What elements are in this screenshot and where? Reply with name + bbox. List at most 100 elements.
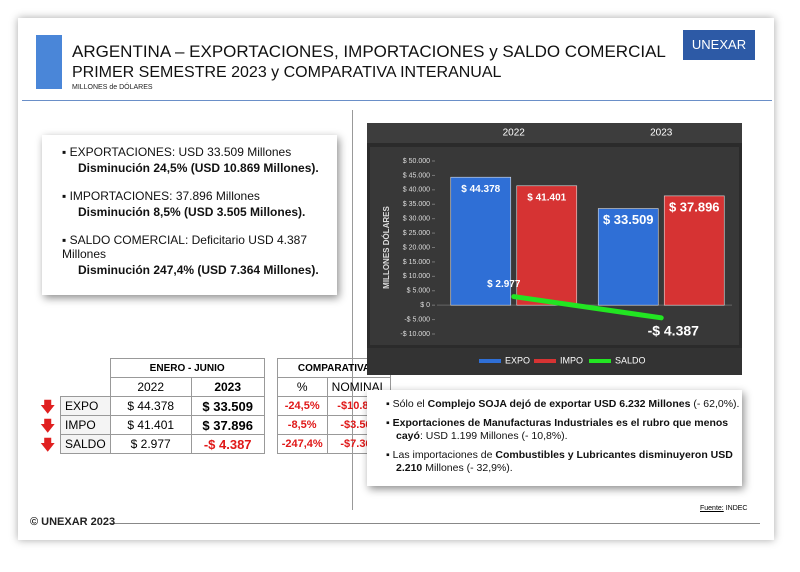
bullet-dot: ▪ <box>62 145 70 159</box>
note: ▪ Sólo el Complejo SOJA dejó de exportar… <box>382 398 742 411</box>
y-tick-label: $ 50.000 <box>403 158 430 165</box>
title: ARGENTINA – EXPORTACIONES, IMPORTACIONES… <box>72 42 666 61</box>
blank <box>61 359 111 378</box>
data-label: $ 2.977 <box>487 279 521 290</box>
footer-line <box>110 523 760 524</box>
bullet-detail: Disminución 8,5% (USD 3.505 Millones). <box>78 205 306 219</box>
note-text: : USD 1.199 Millones (- 10,8%). <box>419 430 568 442</box>
note: ▪ Exportaciones de Manufacturas Industri… <box>382 417 742 443</box>
data-label: $ 44.378 <box>461 184 500 195</box>
table-cell: IMPO <box>60 415 111 435</box>
y-tick-label: $ 40.000 <box>403 187 430 194</box>
divider <box>22 100 772 101</box>
gap <box>264 416 277 435</box>
y-tick-label: $ 45.000 <box>403 172 430 179</box>
bullet-dot: ▪ <box>386 449 393 461</box>
bar <box>597 208 659 306</box>
bullet-dot: ▪ <box>386 417 393 429</box>
down-arrow: 🡇 <box>40 418 56 435</box>
bullet: ▪ SALDO COMERCIAL: Deficitario USD 4.387… <box>62 233 337 277</box>
data-label: $ 33.509 <box>603 212 654 227</box>
table-cell: -247,4% <box>276 434 328 454</box>
group-header: ENERO - JUNIO <box>109 358 265 378</box>
table-cell: $ 41.401 <box>109 415 192 435</box>
table-cell: $ 33.509 <box>190 396 265 416</box>
legend-swatch <box>479 359 501 363</box>
column-header: 2022 <box>109 377 192 397</box>
legend-label: IMPO <box>560 355 583 365</box>
table-cell: $ 44.378 <box>109 396 192 416</box>
note: ▪ Las importaciones de Combustibles y Lu… <box>382 449 742 475</box>
table-cell: SALDO <box>60 434 111 454</box>
blank <box>61 378 111 397</box>
bullet-text: IMPORTACIONES: 37.896 Millones <box>69 189 260 203</box>
table-row: ENERO - JUNIO COMPARATIVA <box>61 358 392 378</box>
note-text: Complejo SOJA dejó de exportar USD 6.232… <box>427 398 691 410</box>
note-text: Sólo el <box>392 398 428 410</box>
bar <box>516 185 578 306</box>
y-tick-label: $ 35.000 <box>403 201 430 208</box>
category-label: 2023 <box>650 128 673 139</box>
table-row: 2022 2023% NOMINAL <box>61 377 392 397</box>
bullet: ▪ IMPORTACIONES: 37.896 Millones Disminuc… <box>62 189 337 219</box>
bullet-line: ▪ SALDO COMERCIAL: Deficitario USD 4.387… <box>62 233 337 261</box>
table-cell: -8,5% <box>276 415 328 435</box>
table-cell: $ 37.896 <box>190 415 265 435</box>
bullet: ▪ EXPORTACIONES: USD 33.509 Millones Dism… <box>62 145 337 175</box>
bar <box>663 195 725 306</box>
source-label: Fuente: <box>700 505 724 512</box>
source: Fuente: INDEC <box>700 505 747 512</box>
category-band <box>367 123 742 143</box>
y-tick-label: $ 0 <box>420 302 430 309</box>
gap <box>264 397 277 416</box>
bar <box>450 176 512 306</box>
legend-label: EXPO <box>505 355 530 365</box>
bullet-line: ▪ EXPORTACIONES: USD 33.509 Millones <box>62 145 337 159</box>
column-header: % <box>276 377 328 397</box>
y-tick-label: $ 30.000 <box>403 216 430 223</box>
bullet-detail: Disminución 24,5% (USD 10.869 Millones). <box>78 161 319 175</box>
note-text: Combustibles y Lubricantes disminuyeron … <box>396 449 733 474</box>
note-text: (- 62,0%). <box>690 398 740 410</box>
bullet-detail: Disminución 247,4% (USD 7.364 Millones). <box>78 263 319 277</box>
notes-box: ▪ Sólo el Complejo SOJA dejó de exportar… <box>367 390 742 486</box>
note-text: Exportaciones de Manufacturas Industrial… <box>392 417 729 442</box>
footer: © UNEXAR 2023 <box>30 516 116 528</box>
bullet-line: ▪ IMPORTACIONES: 37.896 Millones <box>62 189 337 203</box>
divider <box>352 110 353 510</box>
saldo-line <box>511 294 664 321</box>
arrows: 🡇 🡇 🡇 <box>40 398 55 455</box>
table-cell: $ 2.977 <box>109 434 192 454</box>
legend-label: SALDO <box>615 355 646 365</box>
down-arrow: 🡇 <box>40 437 56 454</box>
legend-swatch <box>589 359 611 363</box>
logo: UNEXAR <box>683 30 755 60</box>
gap <box>264 359 277 378</box>
y-axis-title: MILLONES DÓLARES <box>382 206 391 289</box>
y-tick-label: $ 15.000 <box>403 259 430 266</box>
table-cell: -24,5% <box>276 396 328 416</box>
data-label: $ 41.401 <box>527 192 566 203</box>
table-cell: EXPO <box>60 396 111 416</box>
category-label: 2022 <box>503 128 526 139</box>
note-text: Las importaciones de <box>392 449 496 461</box>
legend-swatch <box>534 359 556 363</box>
table: ENERO - JUNIO COMPARATIVA 2022 2023% NOMINAL… <box>60 358 392 454</box>
accent-bar <box>36 35 62 89</box>
subtitle: PRIMER SEMESTRE 2023 y COMPARATIVA INTER… <box>72 64 502 81</box>
y-tick-label: -$ 10.000 <box>400 331 430 338</box>
bullet-text: SALDO COMERCIAL: Deficitario USD 4.387 M… <box>62 233 308 261</box>
bullet-text: EXPORTACIONES: USD 33.509 Millones <box>69 145 292 159</box>
table-row: IMPO $ 41.401 $ 37.896 -8,5% -$3.505 <box>60 415 392 435</box>
down-arrow: 🡇 <box>40 399 56 416</box>
bullet-dot: ▪ <box>386 398 393 410</box>
units: MILLONES de DÓLARES <box>72 84 153 91</box>
column-header: 2023 <box>190 377 265 397</box>
y-tick-label: $ 25.000 <box>403 230 430 237</box>
y-tick-label: $ 5.000 <box>407 288 430 295</box>
y-tick-label: -$ 5.000 <box>404 316 430 323</box>
summary-box: ▪ EXPORTACIONES: USD 33.509 Millones Dism… <box>42 135 337 295</box>
table-cell: -$ 4.387 <box>190 434 265 454</box>
table-row: SALDO $ 2.977 -$ 4.387 -247,4% -$7.364 <box>60 434 392 454</box>
